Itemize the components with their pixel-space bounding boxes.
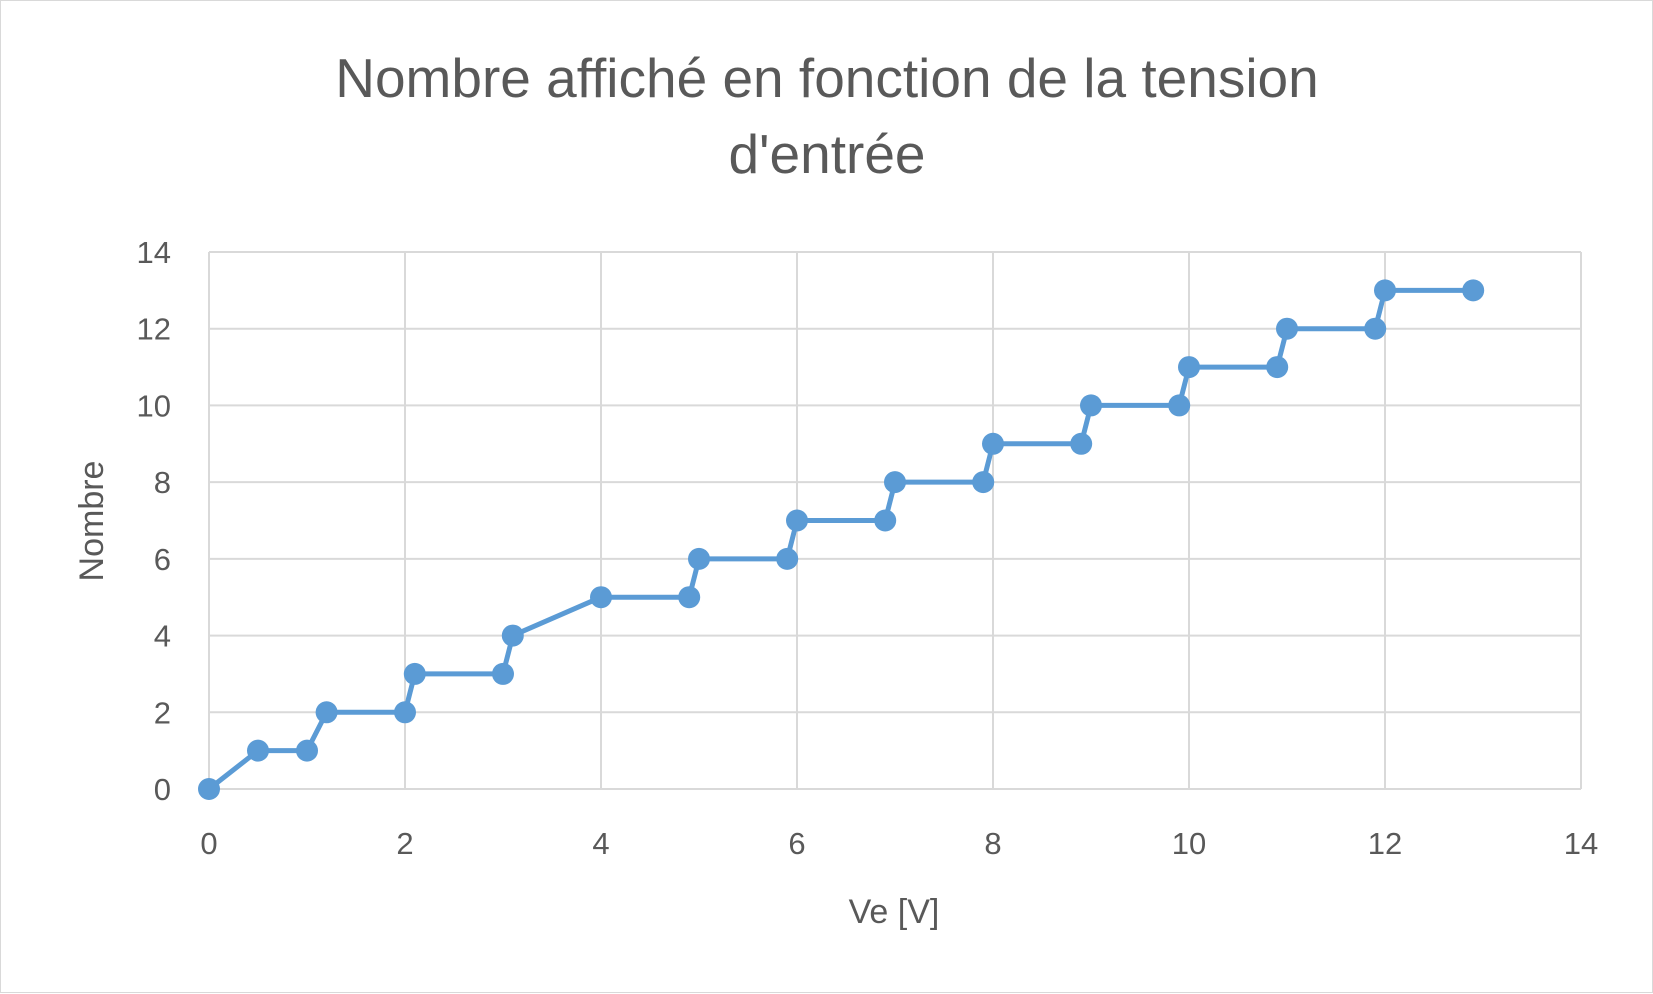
data-point-22 [1276, 317, 1298, 340]
data-point-1 [247, 739, 269, 762]
y-axis-ticks: 0 2 4 6 8 10 12 14 [137, 235, 171, 807]
data-point-4 [394, 701, 416, 724]
y-tick-label-0: 0 [154, 772, 171, 807]
x-tick-label-6: 12 [1368, 826, 1402, 861]
data-point-18 [1080, 394, 1102, 417]
data-point-7 [501, 624, 524, 647]
y-tick-label-3: 6 [154, 542, 171, 577]
data-point-8 [590, 586, 612, 609]
x-tick-label-5: 10 [1172, 826, 1206, 861]
x-tick-label-1: 2 [396, 826, 413, 861]
data-point-21 [1266, 356, 1289, 379]
data-point-9 [678, 586, 701, 609]
data-point-24 [1374, 279, 1396, 302]
y-tick-label-5: 10 [137, 388, 171, 423]
data-point-6 [492, 662, 514, 685]
data-point-13 [874, 509, 897, 532]
y-tick-label-4: 8 [154, 465, 171, 500]
x-tick-label-0: 0 [200, 826, 217, 861]
y-tick-label-6: 12 [137, 312, 171, 347]
data-point-12 [786, 509, 808, 532]
data-point-10 [688, 547, 710, 570]
chart-title-line-1: Nombre affiché en fonction de la tension [335, 47, 1319, 109]
data-point-25 [1462, 279, 1485, 302]
y-tick-label-7: 14 [137, 235, 171, 270]
x-tick-label-4: 8 [984, 826, 1001, 861]
data-point-2 [296, 739, 318, 762]
data-point-5 [403, 662, 426, 685]
x-tick-label-7: 14 [1564, 826, 1598, 861]
data-point-19 [1168, 394, 1191, 417]
data-point-23 [1364, 317, 1387, 340]
data-point-20 [1178, 356, 1200, 379]
data-point-3 [315, 701, 338, 724]
data-point-11 [776, 547, 799, 570]
data-point-15 [972, 471, 995, 494]
data-point-14 [884, 471, 906, 494]
data-point-17 [1070, 432, 1093, 455]
chart-title-line-2: d'entrée [728, 123, 925, 185]
y-tick-label-1: 2 [154, 695, 171, 730]
series [198, 279, 1485, 800]
y-axis-title: Nombre [73, 461, 111, 582]
x-tick-label-3: 6 [788, 826, 805, 861]
data-point-16 [982, 432, 1004, 455]
y-tick-label-2: 4 [154, 619, 171, 654]
data-point-0 [198, 778, 220, 800]
x-tick-label-2: 4 [592, 826, 609, 861]
x-axis-ticks: 0 2 4 6 8 10 12 14 [200, 826, 1598, 861]
x-axis-title: Ve [V] [849, 893, 940, 931]
